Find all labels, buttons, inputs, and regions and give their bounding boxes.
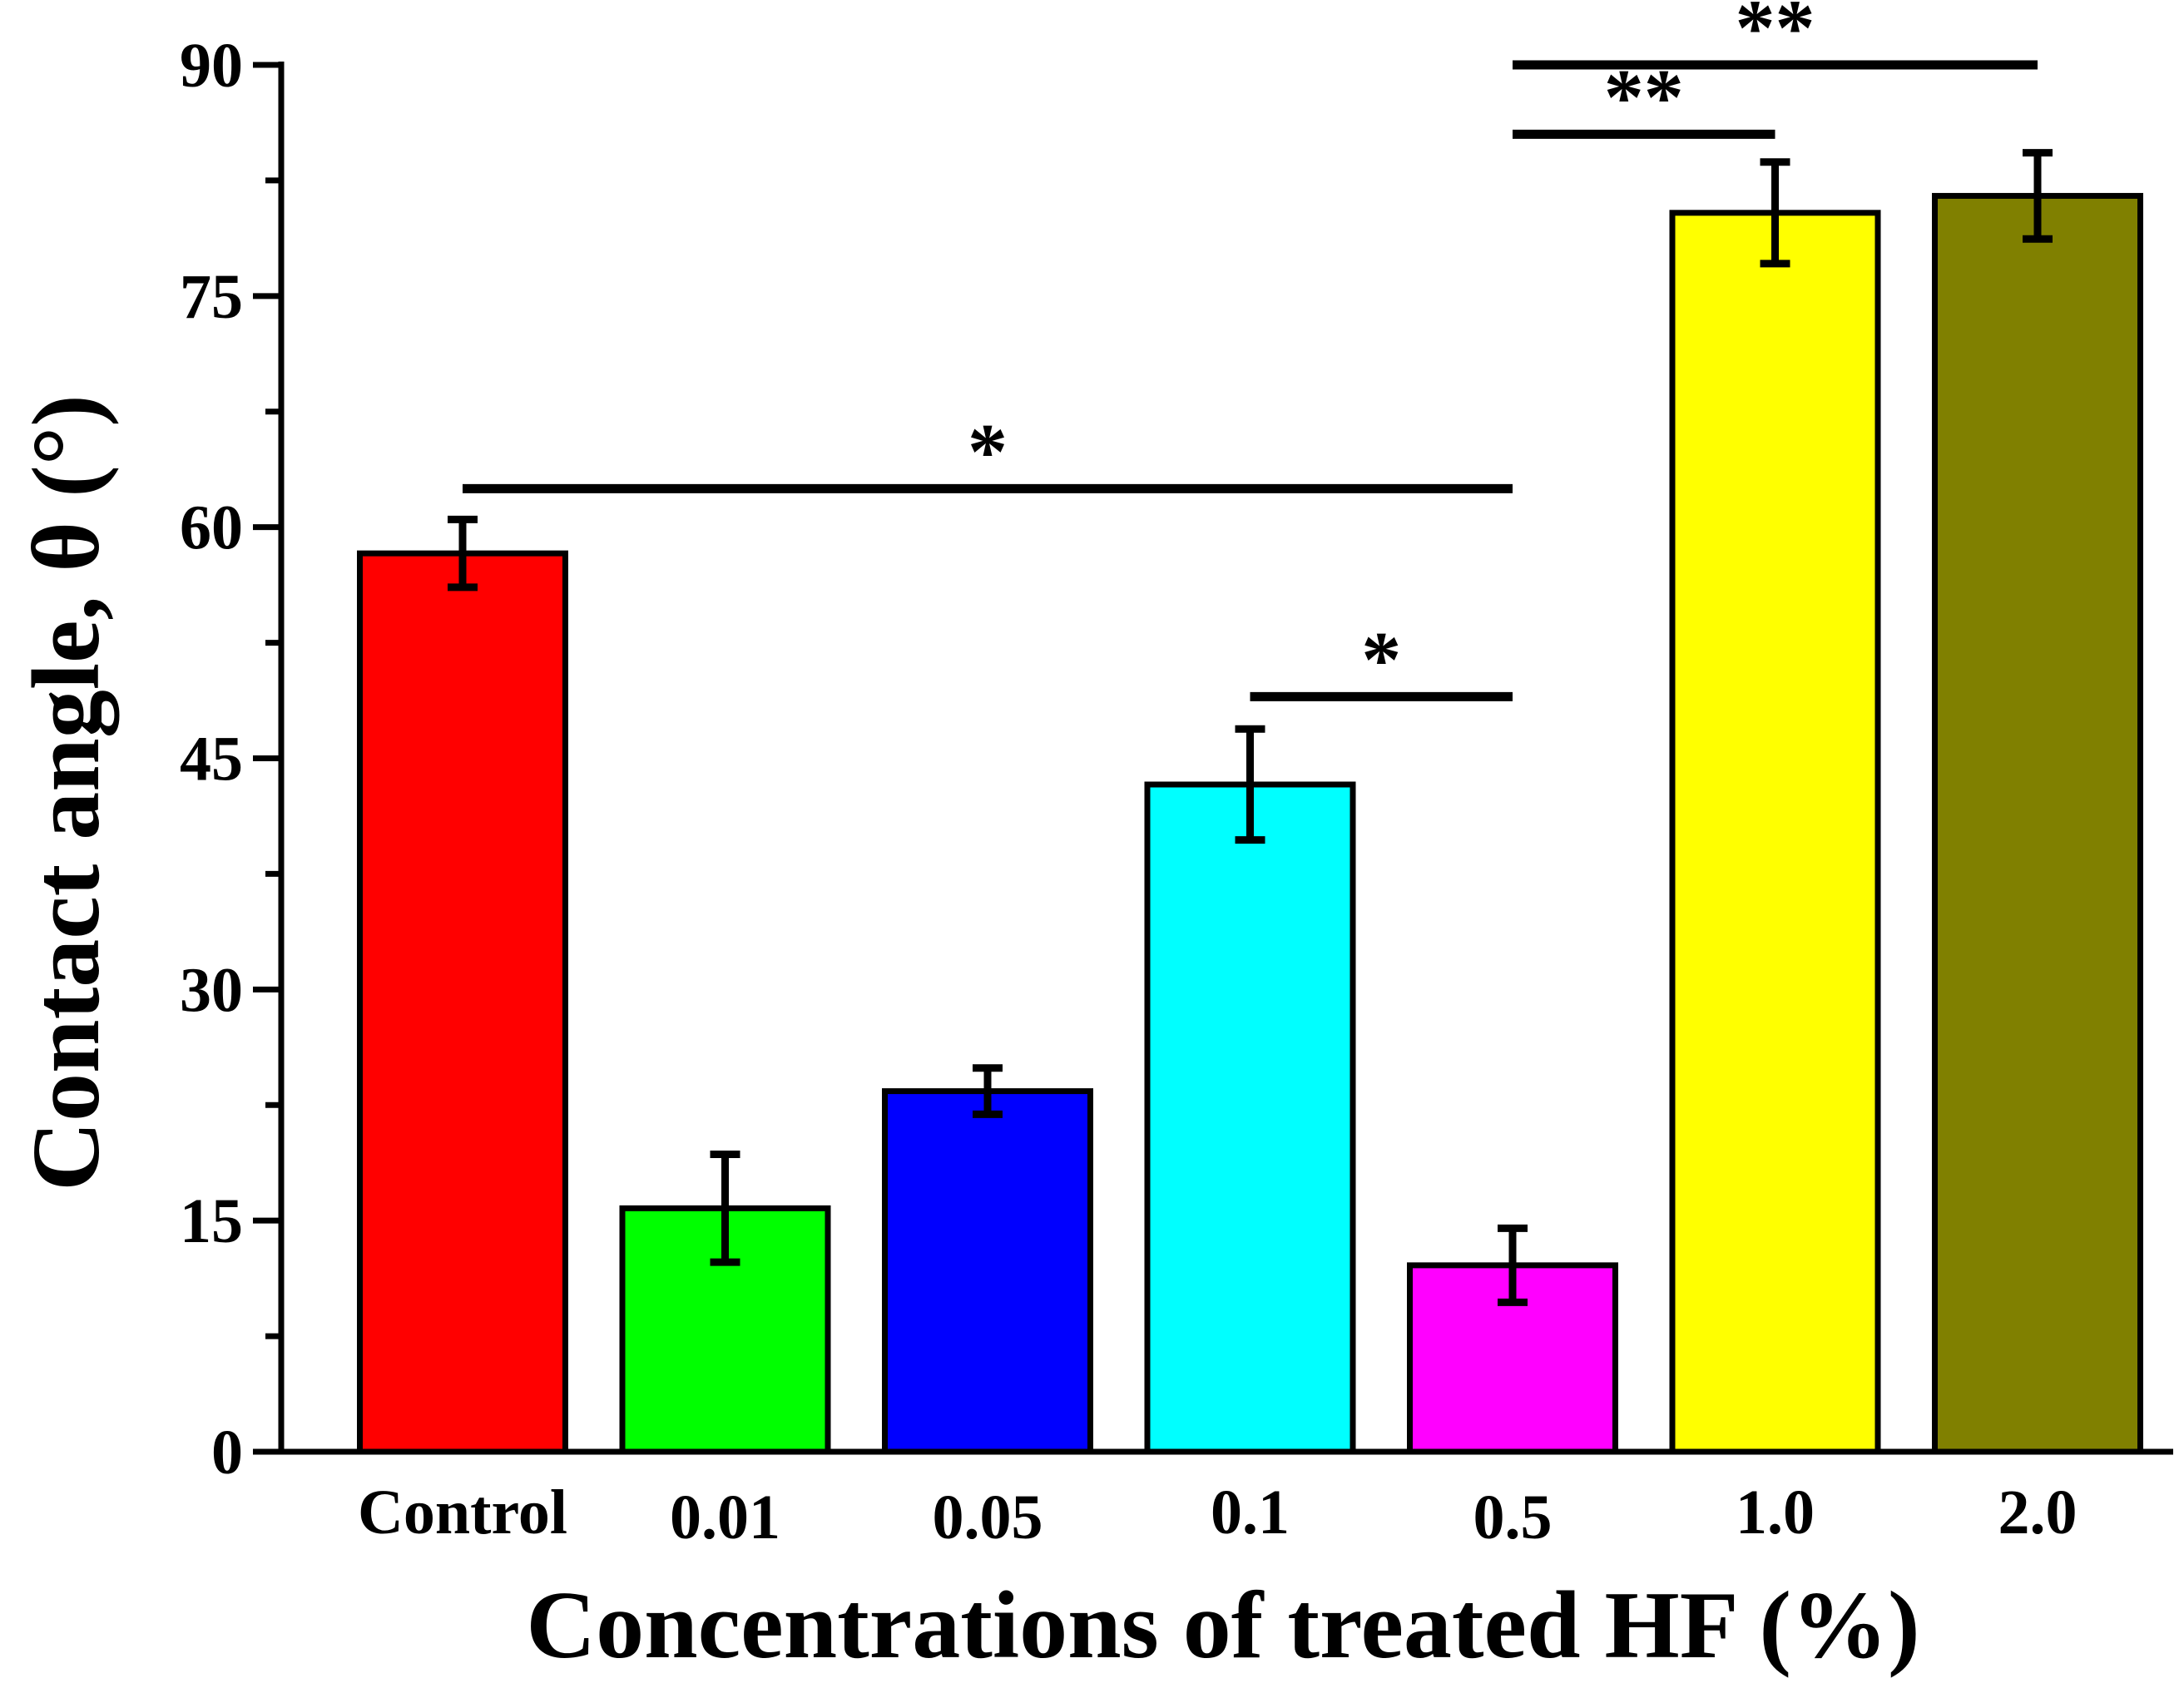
x-axis-title: Concentrations of treated HF (%) [526,1572,1919,1679]
y-tick-label: 30 [180,955,243,1025]
x-tick-label: 1.0 [1736,1478,1815,1547]
error-bar-2-0 [2023,149,2053,243]
significance-label: ** [1736,0,1815,72]
x-tick-label: 0.5 [1473,1483,1553,1552]
x-tick-label: 2.0 [1998,1478,2078,1547]
x-tick-label: 0.1 [1211,1478,1290,1547]
error-bar-0-1 [1235,725,1265,844]
y-axis-title: Contact angle, θ (°) [13,394,120,1191]
bar-0-05 [882,1088,1093,1455]
error-bar-0-01 [710,1151,740,1266]
significance-bracket-2: * [1250,615,1513,704]
error-bars-layer [448,149,2053,1306]
axes-layer [253,62,2173,1455]
significance-layer: ****** [463,0,2038,704]
x-tick-label: Control [358,1478,567,1547]
y-tick-label: 0 [211,1418,243,1488]
bars-layer [357,192,2143,1455]
error-bar-control [448,515,478,592]
x-tick-label: 0.05 [933,1483,1043,1552]
significance-label: * [968,407,1008,496]
significance-label: * [1361,615,1401,704]
y-tick-label: 75 [180,262,243,332]
y-tick-label: 90 [180,31,243,101]
bar-2-0 [1932,192,2143,1455]
y-tick-label: 15 [180,1186,243,1256]
significance-bracket-4: ** [1513,0,2038,72]
bar-1-0 [1669,210,1881,1455]
x-tick-label: 0.01 [670,1483,780,1552]
bar-control [357,550,568,1455]
y-tick-label: 60 [180,493,243,563]
significance-bracket-1: * [463,407,1513,496]
error-bar-0-5 [1498,1224,1528,1306]
error-bar-1-0 [1760,158,1790,268]
error-bar-0-05 [973,1064,1003,1118]
labels-layer: 0 15 30 45 60 75 90 Control 0.01 0.05 0.1 0.5 1.0 2.0 [180,31,2078,1552]
bar-0-1 [1144,781,1356,1455]
y-tick-label: 45 [180,725,243,795]
